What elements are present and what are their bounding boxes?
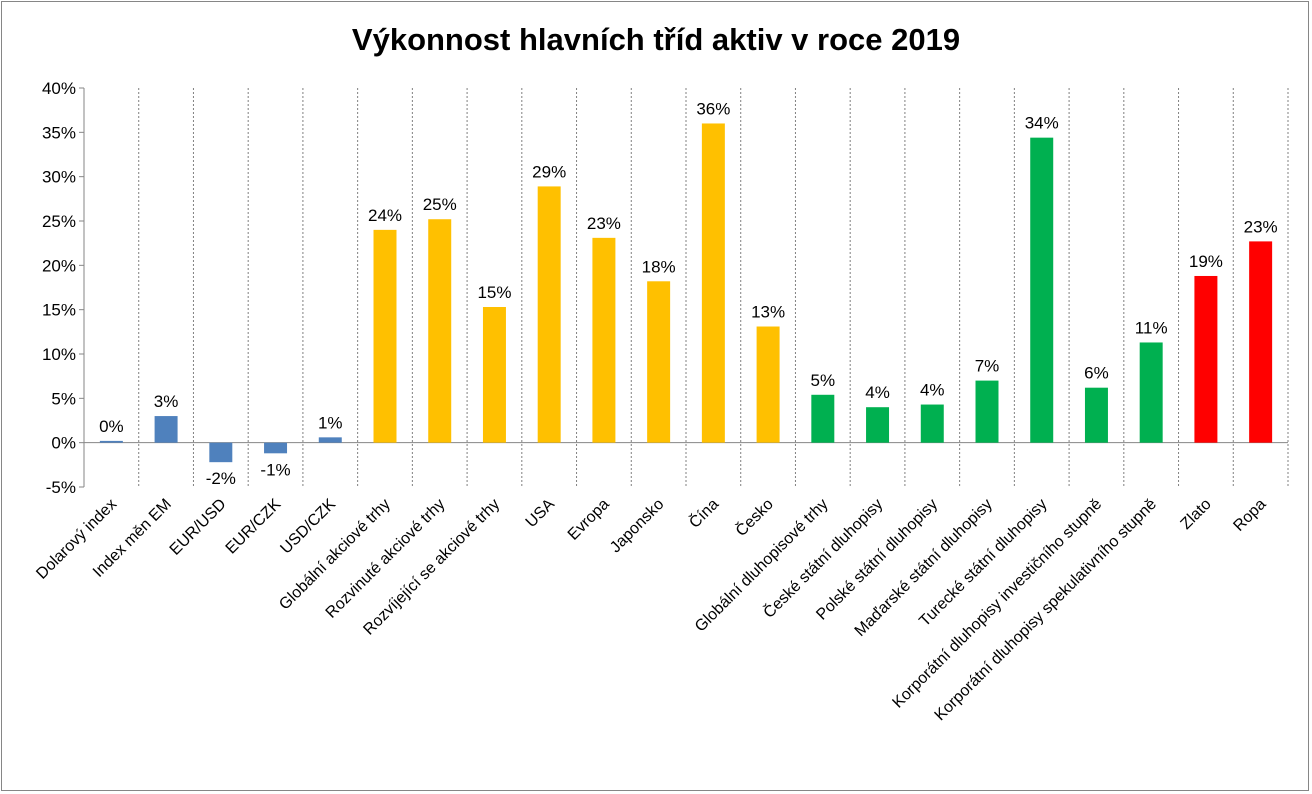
data-label: 6% [1084,364,1109,383]
y-tick-label: 40% [42,79,76,98]
bar [975,380,999,443]
bar [647,281,671,443]
y-tick-label: 15% [42,301,76,320]
category-label: Globální akciové trhy [276,496,394,614]
bar [1194,275,1218,443]
data-label: 4% [920,381,945,400]
y-tick-label: -5% [46,478,76,497]
data-label: -1% [260,460,290,479]
bar [920,404,944,443]
bar [264,442,288,454]
data-label: 0% [99,417,124,436]
category-label: EUR/CZK [223,496,285,558]
data-label: 3% [154,392,179,411]
bar [482,307,506,443]
y-tick-label: 5% [51,389,76,408]
category-label: EUR/USD [167,496,230,559]
category-label: Čína [685,494,722,531]
y-tick-label: 30% [42,168,76,187]
category-label: Ropa [1230,496,1269,535]
bar [592,237,616,443]
data-label: 25% [423,195,457,214]
data-label: 13% [751,303,785,322]
bar-layer [99,123,1273,463]
bar [154,416,178,443]
data-label: 5% [811,371,836,390]
y-tick-label: 25% [42,212,76,231]
category-label: USA [523,496,559,532]
y-tick-label: 10% [42,345,76,364]
data-label: 23% [1244,217,1278,236]
category-label: Česko [731,494,777,540]
bar [1030,137,1054,443]
data-label: 18% [642,257,676,276]
data-label: 36% [696,99,730,118]
bar [701,123,725,443]
grid-layer [138,88,1289,487]
bar [811,394,835,443]
chart-title: Výkonnost hlavních tříd aktiv v roce 201… [351,22,961,57]
bar [756,326,780,443]
data-label: 19% [1189,252,1223,271]
bar [428,219,452,443]
data-label: 1% [318,413,343,432]
y-tick-label: 20% [42,256,76,275]
bar [1249,241,1273,443]
data-label: 34% [1025,114,1059,133]
data-label-layer: 0% 3% -2% -1% 1% 24% 25% 15% 29% 23% 18% 36% 13% 5% 4%… [99,99,1278,488]
bar [537,186,561,443]
bar [1139,342,1163,443]
bar [1084,387,1108,443]
category-label: Japonsko [607,496,668,557]
y-tick-label: 35% [42,123,76,142]
data-label: 29% [532,162,566,181]
y-tick-label: 0% [51,434,76,453]
data-label: 11% [1135,318,1168,337]
data-label: 24% [368,206,402,225]
data-label: 23% [587,214,621,233]
data-label: -2% [206,469,236,488]
axis-layer: -5% 0% 5% 10% 15% 20% 25% 30% 35% 40% [42,79,1288,497]
bar [866,407,890,443]
data-label: 15% [477,283,511,302]
bar [209,442,233,463]
bar [373,229,397,443]
category-label: Korporátní dluhopisy investičního stupně [889,496,1105,712]
category-label: Evropa [565,496,613,544]
category-label: Zlato [1178,496,1215,533]
bar [318,437,342,443]
bar [99,440,123,443]
data-label: 4% [865,383,890,402]
data-label: 7% [975,357,1000,376]
